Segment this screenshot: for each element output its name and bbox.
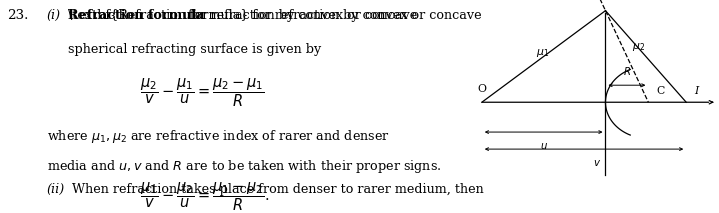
Text: for refraction by convex or concave: for refraction by convex or concave <box>184 9 418 22</box>
Text: \textbf{Refraction formula} for refraction by convex or concave: \textbf{Refraction formula} for refracti… <box>68 9 481 22</box>
Text: I: I <box>694 86 698 96</box>
Text: Refraction formula: Refraction formula <box>68 9 204 22</box>
Text: 23.: 23. <box>7 9 28 22</box>
Text: media and $u, v$ and $R$ are to be taken with their proper signs.: media and $u, v$ and $R$ are to be taken… <box>47 158 441 175</box>
Text: (ii): (ii) <box>47 183 65 196</box>
Text: $\mu_2$: $\mu_2$ <box>632 41 645 53</box>
Text: When refraction takes place from denser to rarer medium, then: When refraction takes place from denser … <box>73 183 484 196</box>
Text: $\dfrac{\mu_1}{v} - \dfrac{\mu_2}{u} = \dfrac{\mu_1 - \mu_2}{R}$.: $\dfrac{\mu_1}{v} - \dfrac{\mu_2}{u} = \… <box>140 180 270 213</box>
Text: $u$: $u$ <box>540 141 548 151</box>
Text: $R$: $R$ <box>623 65 631 77</box>
Text: where $\mu_1, \mu_2$ are refractive index of rarer and denser: where $\mu_1, \mu_2$ are refractive inde… <box>47 128 390 145</box>
Text: (i): (i) <box>47 9 61 22</box>
Text: $v$: $v$ <box>592 158 600 168</box>
Text: C: C <box>656 86 664 96</box>
Text: spherical refracting surface is given by: spherical refracting surface is given by <box>68 43 321 56</box>
Text: $\mu_1$: $\mu_1$ <box>536 47 549 59</box>
Text: O: O <box>477 84 486 94</box>
Text: $\dfrac{\mu_2}{v} - \dfrac{\mu_1}{u} = \dfrac{\mu_2 - \mu_1}{R}$: $\dfrac{\mu_2}{v} - \dfrac{\mu_1}{u} = \… <box>140 77 265 109</box>
